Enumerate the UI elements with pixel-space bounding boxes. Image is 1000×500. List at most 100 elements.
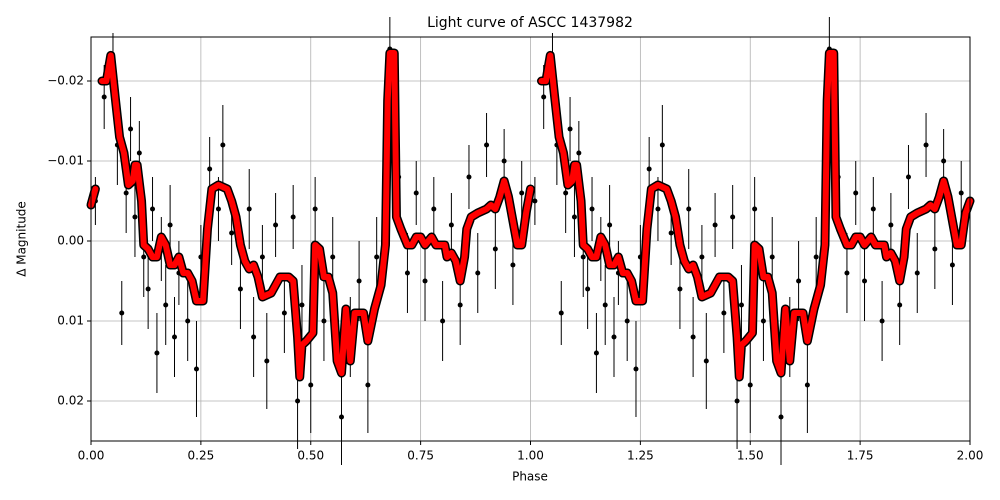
data-point: [413, 190, 419, 196]
y-axis-label: Δ Magnitude: [15, 201, 29, 277]
data-point: [796, 278, 802, 284]
data-point: [602, 302, 608, 308]
data-point: [624, 318, 630, 324]
data-point: [699, 254, 705, 260]
data-point: [145, 286, 151, 292]
data-point: [677, 286, 683, 292]
data-point: [475, 270, 481, 276]
data-point: [923, 142, 929, 148]
data-point: [862, 278, 868, 284]
data-point: [185, 318, 191, 324]
data-point: [813, 254, 819, 260]
curve-line: [538, 50, 973, 380]
data-point: [589, 206, 595, 212]
data-point: [101, 94, 107, 100]
data-point: [611, 334, 617, 340]
data-point: [519, 190, 525, 196]
curve-line: [98, 50, 534, 380]
data-point: [492, 246, 498, 252]
y-tick-label: 0.00: [57, 234, 84, 248]
x-tick-label: 0.25: [188, 449, 215, 463]
data-point: [905, 174, 911, 180]
data-point: [229, 230, 235, 236]
data-point: [457, 302, 463, 308]
data-point: [734, 398, 740, 404]
data-point: [448, 222, 454, 228]
data-point: [123, 190, 129, 196]
data-point: [365, 382, 371, 388]
data-point: [141, 254, 147, 260]
x-tick-label: 1.75: [847, 449, 874, 463]
data-point: [119, 310, 125, 316]
data-point: [246, 206, 252, 212]
data-point: [941, 158, 947, 164]
data-point: [703, 358, 709, 364]
data-point: [853, 190, 859, 196]
data-point: [659, 142, 665, 148]
data-point: [273, 222, 279, 228]
data-point: [154, 350, 160, 356]
data-point: [167, 222, 173, 228]
data-point: [690, 334, 696, 340]
data-point: [431, 206, 437, 212]
data-point: [440, 318, 446, 324]
data-point: [958, 190, 964, 196]
data-point: [466, 174, 472, 180]
data-point: [804, 382, 810, 388]
data-point: [339, 414, 345, 420]
data-point: [747, 382, 753, 388]
data-point: [356, 278, 362, 284]
data-point: [308, 382, 314, 388]
data-point: [264, 358, 270, 364]
x-axis-label: Phase: [512, 470, 548, 484]
data-point: [510, 262, 516, 268]
data-point: [576, 150, 582, 156]
chart-title: Light curve of ASCC 1437982: [427, 15, 633, 31]
data-point: [580, 254, 586, 260]
data-point: [128, 126, 134, 132]
data-point: [207, 166, 213, 172]
data-point: [330, 254, 336, 260]
data-point: [633, 366, 639, 372]
data-point: [220, 142, 226, 148]
data-point: [501, 158, 507, 164]
data-point: [290, 214, 296, 220]
data-point: [730, 214, 736, 220]
data-point: [738, 302, 744, 308]
data-point: [668, 230, 674, 236]
data-point: [686, 206, 692, 212]
data-point: [251, 334, 257, 340]
data-point: [558, 310, 564, 316]
data-point: [193, 366, 199, 372]
data-point: [215, 206, 221, 212]
y-tick-label: −0.01: [47, 154, 84, 168]
ticks: 0.00 0.25 0.50 0.75 1.00 1.25 1.50 1.75 2.00 −0.0…: [47, 74, 983, 463]
data-point: [259, 254, 265, 260]
data-point: [532, 198, 538, 204]
x-tick-label: 0.50: [297, 449, 324, 463]
data-point: [844, 270, 850, 276]
data-point: [932, 246, 938, 252]
data-point: [374, 254, 380, 260]
data-point: [563, 190, 569, 196]
x-tick-label: 1.00: [517, 449, 544, 463]
data-point: [281, 310, 287, 316]
x-tick-label: 0.75: [407, 449, 434, 463]
curve-line: [88, 186, 99, 208]
data-point: [897, 302, 903, 308]
data-point: [769, 254, 775, 260]
x-tick-label: 2.00: [957, 449, 984, 463]
data-point: [136, 150, 142, 156]
y-tick-label: 0.01: [57, 314, 84, 328]
x-tick-label: 1.50: [737, 449, 764, 463]
data-point: [721, 310, 727, 316]
y-tick-label: 0.02: [57, 394, 84, 408]
data-point: [321, 318, 327, 324]
data-point: [646, 166, 652, 172]
data-point: [593, 350, 599, 356]
data-point: [237, 286, 243, 292]
data-point: [760, 318, 766, 324]
data-point: [422, 278, 428, 284]
data-point: [607, 222, 613, 228]
data-point: [163, 302, 169, 308]
